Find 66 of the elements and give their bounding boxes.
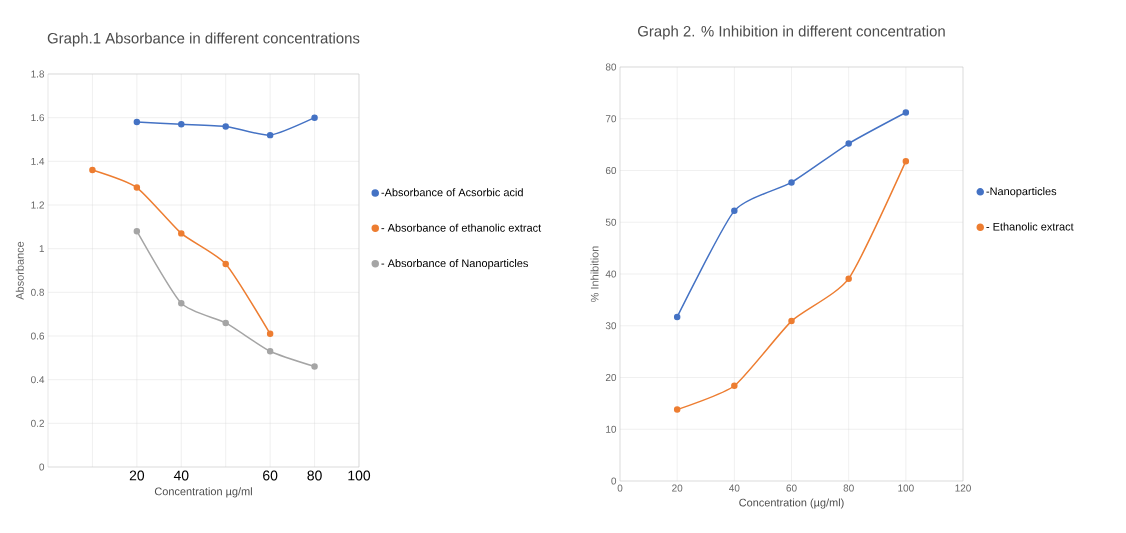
point [222, 123, 229, 130]
x-tick-label: 80 [307, 470, 322, 481]
point [266, 330, 274, 338]
point [178, 300, 185, 307]
legend-label: - Ethanolic extract [986, 222, 1074, 231]
x-tick-label: 120 [955, 484, 971, 492]
point [845, 275, 852, 282]
point [731, 207, 738, 215]
x-tick-label: 40 [173, 470, 189, 481]
x-axis-title: Concentration (µg/ml) [739, 498, 844, 509]
point [731, 382, 738, 390]
y-tick-label: 70 [605, 115, 617, 123]
y-tick-label: 30 [605, 322, 617, 330]
point [178, 230, 185, 237]
x-axis-title: Concentration µg/ml [154, 487, 252, 498]
legend-label: - Absorbance of ethanolic extract [381, 223, 542, 232]
y-tick-label: 60 [605, 166, 617, 175]
point [311, 363, 318, 370]
x-tick-label: 100 [348, 470, 371, 481]
point [673, 406, 681, 413]
chart-title: Graph.1 Absorbance in different concentrations [47, 32, 360, 47]
y-axis-title: % Inhibition [590, 246, 599, 302]
point [133, 227, 141, 235]
legend-label: -Nanoparticles [986, 187, 1057, 198]
x-tick-label: 60 [786, 484, 797, 492]
legend-label: -Absorbance of Acsorbic acid [381, 188, 523, 197]
y-tick-label: 1.2 [31, 201, 44, 209]
x-tick-label: 20 [129, 470, 145, 481]
point [133, 118, 141, 126]
point [902, 109, 910, 116]
y-tick-label: 10 [606, 425, 617, 433]
point [788, 317, 795, 325]
point [178, 120, 185, 128]
x-tick-label: 40 [729, 484, 740, 492]
y-tick-label: 50 [605, 218, 617, 226]
x-tick-label: 100 [898, 484, 914, 492]
y-tick-label: 1.4 [31, 157, 45, 165]
y-tick-label: 1.8 [31, 70, 45, 78]
y-tick-label: 20 [605, 373, 617, 382]
y-tick-label: 0 [39, 463, 45, 471]
y-tick-label: 80 [605, 63, 617, 71]
point [266, 348, 274, 355]
y-axis-title: Absorbance [15, 241, 24, 300]
point [266, 131, 274, 139]
point [673, 313, 681, 321]
point [311, 114, 318, 121]
x-tick-label: 60 [263, 470, 278, 481]
y-tick-label: 1.6 [31, 114, 45, 122]
point [788, 179, 795, 186]
point [222, 260, 229, 268]
x-tick-label: 20 [672, 484, 683, 492]
y-tick-label: 1 [39, 245, 44, 253]
chart-title: Graph 2. % Inhibition in different concentration [638, 25, 945, 40]
y-tick-label: 0.4 [31, 376, 45, 384]
y-tick-label: 0.2 [31, 419, 44, 427]
point [133, 184, 141, 191]
y-tick-label: 40 [605, 270, 617, 278]
x-tick-label: 0 [617, 484, 623, 492]
y-tick-label: 0.8 [31, 288, 45, 296]
point [89, 166, 96, 174]
point [845, 140, 852, 147]
point [222, 319, 229, 327]
point [902, 157, 910, 165]
x-tick-label: 80 [843, 484, 854, 492]
y-tick-label: 0.6 [31, 332, 45, 340]
legend-label: - Absorbance of Nanoparticles [381, 259, 528, 270]
